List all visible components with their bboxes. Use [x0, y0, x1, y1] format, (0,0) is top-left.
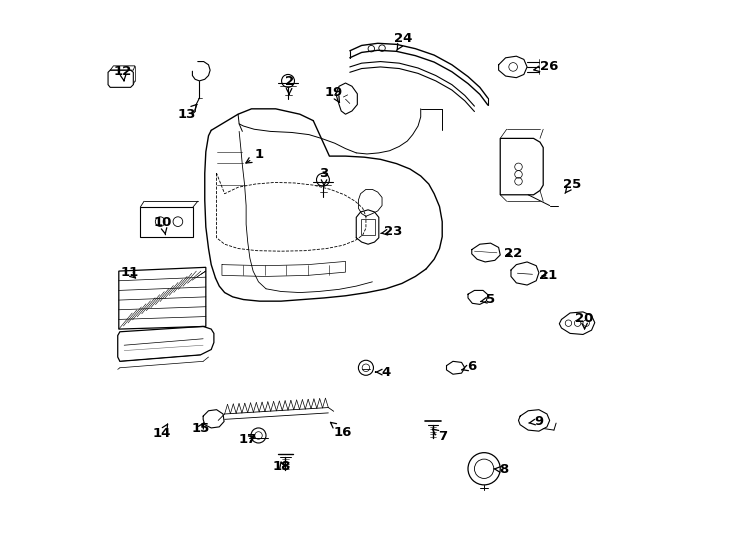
- Text: 21: 21: [539, 269, 558, 282]
- Text: 3: 3: [319, 167, 329, 186]
- Text: 11: 11: [120, 266, 139, 279]
- Bar: [140, 207, 193, 237]
- Bar: [360, 219, 374, 235]
- Text: 8: 8: [494, 463, 509, 476]
- Text: 10: 10: [153, 216, 172, 235]
- Text: 12: 12: [114, 65, 131, 81]
- Text: 22: 22: [504, 247, 523, 260]
- Text: 5: 5: [481, 293, 495, 306]
- Text: 1: 1: [246, 148, 264, 163]
- Text: 2: 2: [285, 76, 294, 94]
- Text: 14: 14: [153, 424, 171, 440]
- Text: 17: 17: [239, 433, 257, 446]
- Text: 7: 7: [432, 429, 447, 443]
- Text: 19: 19: [324, 86, 343, 103]
- Text: 9: 9: [528, 415, 543, 428]
- Text: 20: 20: [575, 312, 594, 329]
- Text: 4: 4: [376, 366, 390, 379]
- Text: 18: 18: [273, 460, 291, 472]
- Text: 24: 24: [394, 32, 413, 51]
- Text: 23: 23: [381, 225, 402, 238]
- Text: 16: 16: [330, 422, 352, 438]
- Text: 6: 6: [462, 360, 476, 373]
- Text: 25: 25: [563, 178, 581, 193]
- Text: 13: 13: [178, 104, 197, 121]
- Text: 15: 15: [192, 422, 210, 435]
- Text: 26: 26: [534, 60, 559, 73]
